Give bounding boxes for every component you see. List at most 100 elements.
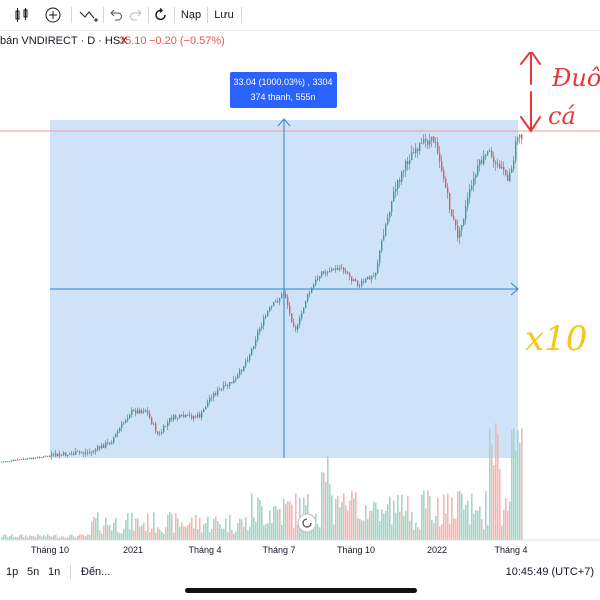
candle-body: [451, 209, 453, 217]
volume-bar: [11, 534, 13, 540]
volume-bar: [337, 495, 339, 540]
interval-1p[interactable]: 1p: [6, 566, 19, 578]
volume-bar: [315, 513, 317, 540]
volume-bar: [327, 455, 329, 540]
volume-bar: [191, 517, 193, 540]
candle-body: [339, 268, 341, 270]
candle-body: [223, 385, 225, 389]
volume-bar: [445, 513, 447, 540]
candle-body: [53, 453, 55, 455]
candle-body: [179, 414, 181, 419]
volume-bar: [47, 534, 49, 540]
volume-bar: [521, 428, 523, 540]
candle-body: [57, 453, 59, 457]
volume-bar: [171, 513, 173, 540]
goto-date-button[interactable]: Đến...: [81, 566, 111, 578]
volume-bar: [233, 533, 235, 540]
save-button[interactable]: Lưu: [214, 9, 234, 21]
candle-body: [45, 456, 47, 458]
candlesticks: [1, 133, 523, 463]
measure-right-arrowhead: [510, 282, 519, 296]
volume-bar: [179, 526, 181, 540]
candle-body: [469, 189, 471, 198]
volume-bar: [293, 527, 295, 540]
volume-bar: [221, 528, 223, 540]
volume-bar: [49, 536, 51, 540]
candle-body: [125, 420, 127, 423]
candle-body: [207, 401, 209, 408]
volume-bar: [511, 430, 513, 540]
candle-body: [91, 451, 93, 453]
candle-body: [173, 415, 175, 420]
volume-bar: [231, 529, 233, 540]
volume-bar: [241, 519, 243, 540]
volume-bar: [59, 537, 61, 540]
candle-body: [483, 156, 485, 164]
interval-5n[interactable]: 5n: [27, 566, 40, 578]
candle-body: [299, 318, 301, 325]
candle-body: [177, 418, 179, 419]
drawing-tools-icon[interactable]: [76, 0, 102, 30]
candle-body: [203, 409, 205, 413]
chart-type-icon[interactable]: [8, 0, 36, 30]
volume-bar: [267, 523, 269, 540]
candle-body: [153, 423, 155, 425]
candle-body: [97, 446, 99, 450]
candle-body: [233, 380, 235, 384]
candle-body: [237, 375, 239, 379]
candle-body: [127, 418, 129, 421]
candle-body: [213, 393, 215, 398]
volume-bar: [415, 522, 417, 540]
candle-body: [375, 272, 377, 277]
price-chart[interactable]: 33.04 (1000.03%) , 3304 374 thanh, 555n …: [0, 52, 600, 558]
volume-bar: [509, 501, 511, 540]
volume-bar: [323, 472, 325, 540]
volume-bar: [469, 524, 471, 540]
volume-bar: [65, 537, 67, 540]
candle-body: [239, 370, 241, 376]
volume-bar: [195, 514, 197, 540]
volume-bar: [9, 536, 11, 540]
volume-bar: [287, 501, 289, 540]
volume-bar: [435, 515, 437, 540]
interval-1n[interactable]: 1n: [48, 566, 61, 578]
candle-body: [155, 423, 157, 432]
reset-scale-button[interactable]: [297, 513, 317, 533]
volume-bar: [153, 512, 155, 540]
candle-body: [75, 451, 77, 455]
candle-body: [149, 413, 151, 418]
volume-bar: [321, 472, 323, 540]
volume-bar: [413, 529, 415, 540]
volume-bar: [213, 518, 215, 540]
candle-body: [137, 409, 139, 414]
candle-body: [453, 216, 455, 220]
volume-bar: [209, 532, 211, 540]
reload-icon[interactable]: [151, 0, 171, 30]
volume-bar: [13, 537, 15, 540]
volume-bar: [479, 506, 481, 540]
candle-body: [7, 461, 9, 463]
candle-body: [251, 348, 253, 355]
undo-icon[interactable]: [106, 0, 126, 30]
redo-icon[interactable]: [126, 0, 146, 30]
candle-body: [161, 431, 163, 434]
volume-bar: [495, 423, 497, 540]
load-button[interactable]: Nạp: [180, 9, 202, 21]
volume-bar: [273, 506, 275, 540]
volume-bar: [411, 511, 413, 540]
volume-bar: [393, 500, 395, 540]
add-indicator-icon[interactable]: [40, 0, 66, 30]
candle-body: [113, 437, 115, 443]
candle-body: [119, 428, 121, 432]
volume-bar: [501, 525, 503, 540]
candle-body: [167, 422, 169, 427]
candle-body: [417, 148, 419, 152]
volume-bar: [493, 465, 495, 540]
symbol-name[interactable]: bán VNDIRECT · D · HSX: [0, 35, 128, 47]
volume-bar: [187, 524, 189, 540]
candle-body: [433, 136, 435, 143]
reset-icon: [302, 518, 312, 528]
candle-body: [291, 313, 293, 323]
volume-bar: [141, 525, 143, 540]
candle-body: [269, 307, 271, 312]
